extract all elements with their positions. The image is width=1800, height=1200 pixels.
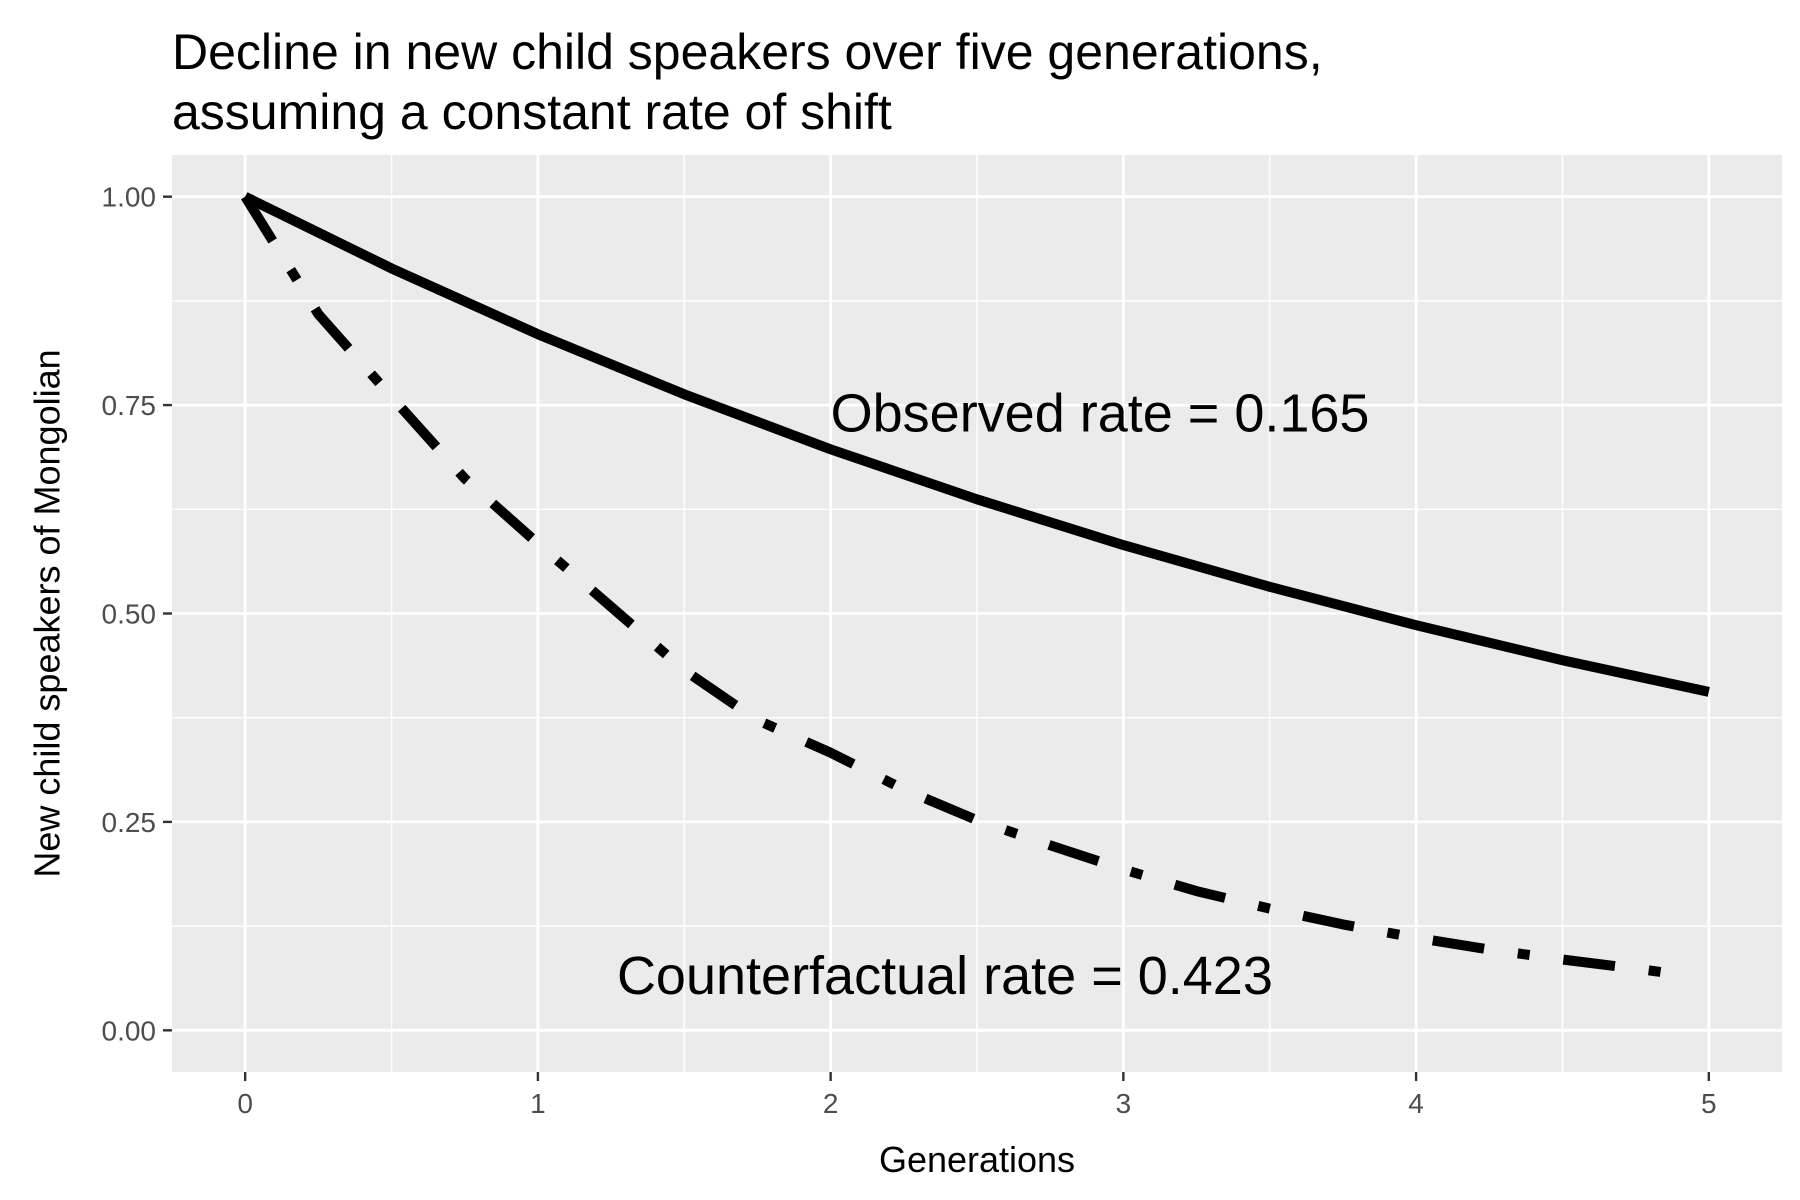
chart-title: Decline in new child speakers over five … [172, 22, 1672, 142]
y-tick-label: 1.00 [102, 182, 157, 213]
x-tick-label: 2 [823, 1088, 839, 1119]
series-line-counterfactual [240, 194, 1681, 980]
x-axis: 0 1 2 3 4 5 [237, 1072, 1717, 1119]
x-tick-label: 5 [1701, 1088, 1717, 1119]
annotation-label: Observed rate = 0.165 [831, 383, 1370, 443]
y-tick-label: 0.25 [102, 807, 157, 838]
x-axis-title: Generations [879, 1139, 1075, 1180]
series-layer [240, 192, 1710, 980]
chart-title-line-2: assuming a constant rate of shift [172, 84, 892, 140]
grid-major [172, 155, 1782, 1072]
series-line-observed [242, 192, 1710, 697]
x-tick-label: 4 [1408, 1088, 1424, 1119]
x-tick-label: 3 [1116, 1088, 1132, 1119]
y-tick-label: 0.00 [102, 1015, 157, 1046]
y-tick-label: 0.75 [102, 390, 157, 421]
annotation-layer: Observed rate = 0.165 Counterfactual rate… [617, 383, 1370, 1006]
y-axis: 0.00 0.25 0.50 0.75 1.00 [102, 182, 172, 1046]
y-axis-title: New child speakers of Mongolian [27, 349, 68, 877]
annotation-label: Counterfactual rate = 0.423 [617, 946, 1273, 1006]
chart-title-line-1: Decline in new child speakers over five … [172, 24, 1323, 80]
y-tick-label: 0.50 [102, 599, 157, 630]
x-tick-label: 1 [530, 1088, 546, 1119]
x-tick-label: 0 [237, 1088, 253, 1119]
